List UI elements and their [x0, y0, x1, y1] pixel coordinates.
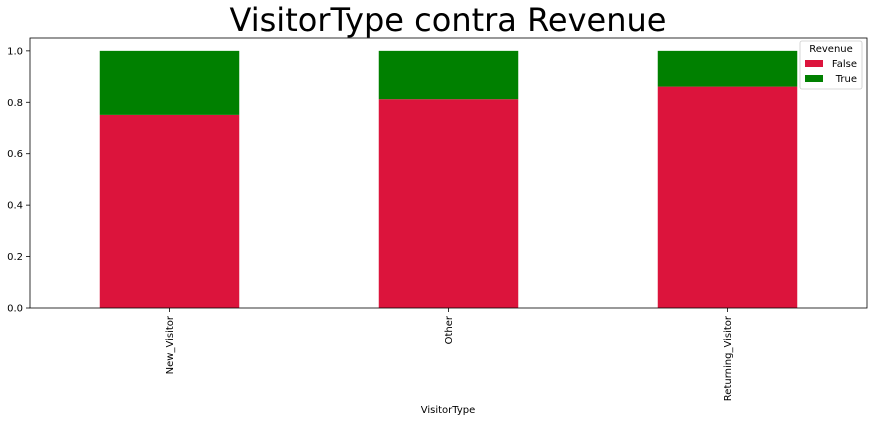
- bar-New_Visitor-False: [99, 114, 240, 308]
- y-tick-label: 0.4: [7, 201, 23, 212]
- bar-New_Visitor-True: [99, 50, 240, 115]
- y-tick-label: 0.2: [7, 252, 23, 263]
- x-axis: New_Visitor Other Returning_Visitor: [165, 308, 734, 401]
- bar-Other-False: [378, 99, 519, 308]
- x-tick-label: New_Visitor: [165, 315, 176, 374]
- legend-swatch-False: [805, 60, 823, 67]
- chart-title: VisitorType contra Revenue: [230, 1, 667, 39]
- legend-label-True: True: [835, 74, 857, 85]
- bar-Other-True: [378, 50, 519, 100]
- x-tick-label: Returning_Visitor: [723, 315, 734, 401]
- legend-title: Revenue: [809, 44, 853, 55]
- legend-swatch-True: [805, 75, 823, 82]
- legend: Revenue False True: [799, 40, 863, 90]
- y-tick-label: 0.0: [7, 304, 23, 315]
- y-tick-label: 1.0: [7, 46, 23, 57]
- y-axis: 0.0 0.2 0.4 0.6 0.8 1.0: [7, 46, 30, 315]
- bar-Returning_Visitor-True: [657, 50, 798, 87]
- y-tick-label: 0.6: [7, 149, 23, 160]
- legend-label-False: False: [832, 59, 857, 70]
- x-tick-label: Other: [444, 315, 455, 344]
- y-tick-label: 0.8: [7, 98, 23, 109]
- x-axis-label: VisitorType: [421, 405, 476, 416]
- bar-Returning_Visitor-False: [657, 86, 798, 308]
- bars-layer: [99, 50, 798, 308]
